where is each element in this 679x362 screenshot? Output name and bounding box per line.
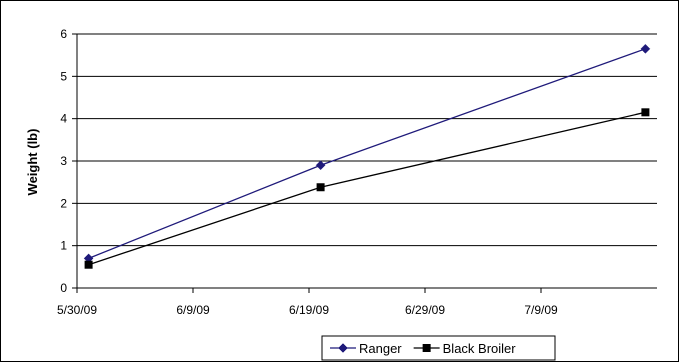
x-tick-label-0: 5/30/09: [57, 303, 97, 317]
series-1-point-1: [316, 183, 325, 192]
series-group: [83, 43, 651, 269]
series-1-point-0: [84, 260, 93, 269]
legend-marker-1: [422, 344, 431, 352]
legend-label-1: Black Broiler: [443, 341, 517, 356]
y-tick-label-3: 3: [60, 154, 67, 168]
y-tick-label-4: 4: [60, 112, 67, 126]
x-tick-label-3: 6/29/09: [405, 303, 445, 317]
series-0-point-2: [640, 43, 651, 54]
axes: 0 1 2 3 4 5 6 5/30/09 6/9/09 6/19/09 6/29/09 7/9/09: [57, 27, 657, 317]
y-tick-label-2: 2: [60, 196, 67, 210]
series-0-point-1: [315, 160, 326, 171]
y-tick-label-5: 5: [60, 69, 67, 83]
y-tick-label-0: 0: [60, 281, 67, 295]
legend: Ranger Black Broiler: [321, 335, 556, 361]
y-axis-title: Weight (lb): [25, 129, 40, 196]
x-tick-label-4: 7/9/09: [524, 303, 558, 317]
y-tick-label-1: 1: [60, 239, 67, 253]
y-tick-label-6: 6: [60, 27, 67, 41]
series-1-point-2: [641, 108, 650, 117]
legend-label-0: Ranger: [359, 341, 402, 356]
x-tick-label-2: 6/19/09: [289, 303, 329, 317]
gridlines: [77, 33, 657, 247]
x-tick-label-1: 6/9/09: [176, 303, 210, 317]
legend-marker-0: [338, 343, 348, 353]
